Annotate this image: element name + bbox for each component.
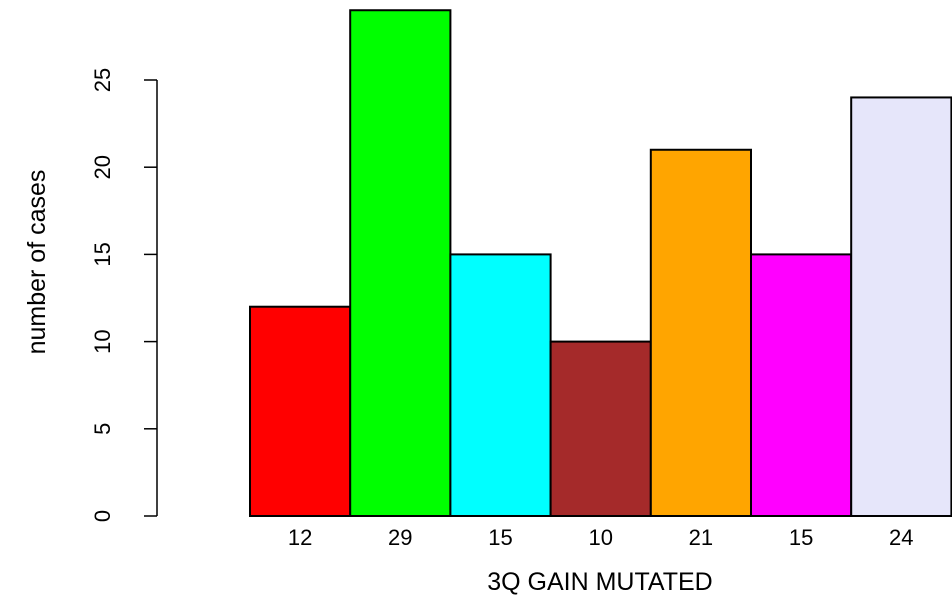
y-tick-label: 25 (90, 68, 115, 92)
bar-3 (449, 253, 552, 517)
y-tick-label: 5 (90, 423, 115, 435)
x-tick-label: 24 (889, 525, 913, 550)
y-tick-label: 15 (90, 242, 115, 266)
x-axis-title: 3Q GAIN MUTATED (487, 568, 712, 596)
x-tick-label: 29 (388, 525, 412, 550)
bar-6 (750, 253, 853, 517)
bar-5 (649, 148, 752, 517)
bar-4 (549, 340, 652, 517)
bar-2 (349, 9, 452, 518)
x-tick-label: 15 (488, 525, 512, 550)
y-axis-title: number of cases (23, 170, 51, 355)
bars-group (249, 9, 952, 518)
x-tick-label: 21 (689, 525, 713, 550)
x-tick-label: 10 (588, 525, 612, 550)
y-tick-label: 20 (90, 155, 115, 179)
y-tick-label: 10 (90, 329, 115, 353)
y-axis: 0 5 10 15 20 25 (90, 68, 158, 522)
x-tick-label: 12 (288, 525, 312, 550)
bar-1 (249, 305, 352, 517)
bar-7 (850, 96, 952, 517)
x-tick-labels: 12 29 15 10 21 15 24 (288, 525, 914, 550)
x-tick-label: 15 (789, 525, 813, 550)
y-tick-label: 0 (90, 510, 115, 522)
